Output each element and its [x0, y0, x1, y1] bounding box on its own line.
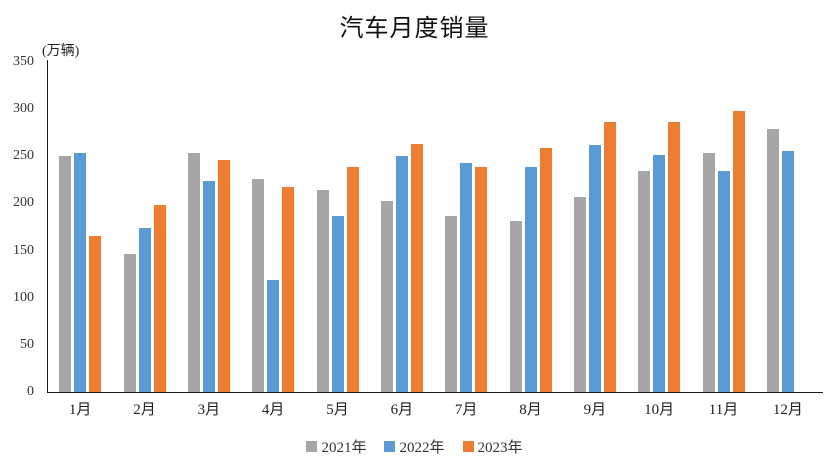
bar — [475, 166, 488, 392]
x-axis-tick-label: 10月 — [644, 402, 675, 418]
bar — [509, 221, 522, 392]
legend-item: 2023年 — [462, 436, 523, 457]
legend-swatch — [384, 441, 396, 452]
x-axis-tick-label: 1月 — [68, 402, 92, 418]
y-axis-tick-label: 250 — [13, 148, 34, 164]
bar — [460, 162, 473, 392]
y-axis-tick-label: 100 — [13, 289, 34, 305]
bar — [653, 155, 666, 392]
bar — [138, 227, 151, 392]
bar — [59, 156, 72, 392]
bar — [717, 171, 730, 392]
legend-swatch — [462, 441, 474, 452]
bar — [395, 156, 408, 392]
bar — [668, 122, 681, 392]
bar — [217, 160, 230, 392]
x-axis-tick-label: 6月 — [390, 402, 414, 418]
x-axis-tick-label: 2月 — [133, 402, 156, 418]
bar — [702, 153, 715, 392]
bar — [638, 171, 651, 392]
bar — [410, 144, 423, 392]
y-axis-tick-label: 50 — [20, 336, 34, 352]
bar — [445, 215, 458, 392]
chart-title: 汽车月度销量 — [339, 16, 490, 42]
x-axis-tick-label: 11月 — [708, 402, 739, 418]
x-axis-tick-label: 9月 — [583, 402, 607, 418]
bar — [202, 180, 215, 392]
legend-item: 2021年 — [306, 436, 366, 457]
x-axis-tick-label: 8月 — [519, 402, 542, 418]
bar — [282, 187, 295, 392]
bar — [732, 111, 745, 392]
legend: 2021年 2022年 2023年 — [0, 436, 829, 457]
legend-label: 2022年 — [399, 440, 445, 456]
bar — [331, 215, 344, 392]
bar — [123, 254, 136, 392]
bar — [539, 147, 552, 392]
bar — [346, 166, 359, 392]
y-axis-tick-label: 300 — [13, 101, 34, 117]
bar — [524, 166, 537, 392]
y-axis-tick-label: 350 — [13, 54, 34, 69]
y-axis-tick-label: 150 — [13, 242, 34, 258]
bar — [380, 200, 393, 392]
x-axis-tick-label: 5月 — [326, 402, 349, 418]
bar — [153, 205, 166, 392]
x-axis-tick-label: 12月 — [772, 402, 803, 418]
bar — [781, 150, 794, 392]
bar — [588, 144, 601, 392]
bar — [187, 153, 200, 392]
bar — [74, 152, 87, 392]
x-axis-tick-label: 7月 — [454, 402, 478, 418]
bar — [573, 196, 586, 392]
x-axis-tick-label: 4月 — [261, 402, 285, 418]
y-axis-unit-label: (万辆) — [42, 44, 80, 59]
x-axis-line — [47, 392, 823, 393]
legend-swatch — [306, 441, 318, 452]
y-axis-tick-label: 200 — [13, 195, 34, 211]
y-axis-line — [47, 60, 48, 393]
x-axis-tick-label: 3月 — [197, 402, 221, 418]
legend-label: 2023年 — [477, 440, 523, 456]
bar — [316, 190, 329, 392]
bar — [89, 236, 102, 392]
bar — [267, 279, 280, 392]
bar — [766, 128, 779, 392]
legend-item: 2022年 — [384, 436, 445, 457]
bar — [252, 178, 265, 392]
y-axis-tick-label: 0 — [27, 384, 34, 399]
bar — [603, 122, 616, 392]
legend-label: 2021年 — [321, 440, 367, 456]
